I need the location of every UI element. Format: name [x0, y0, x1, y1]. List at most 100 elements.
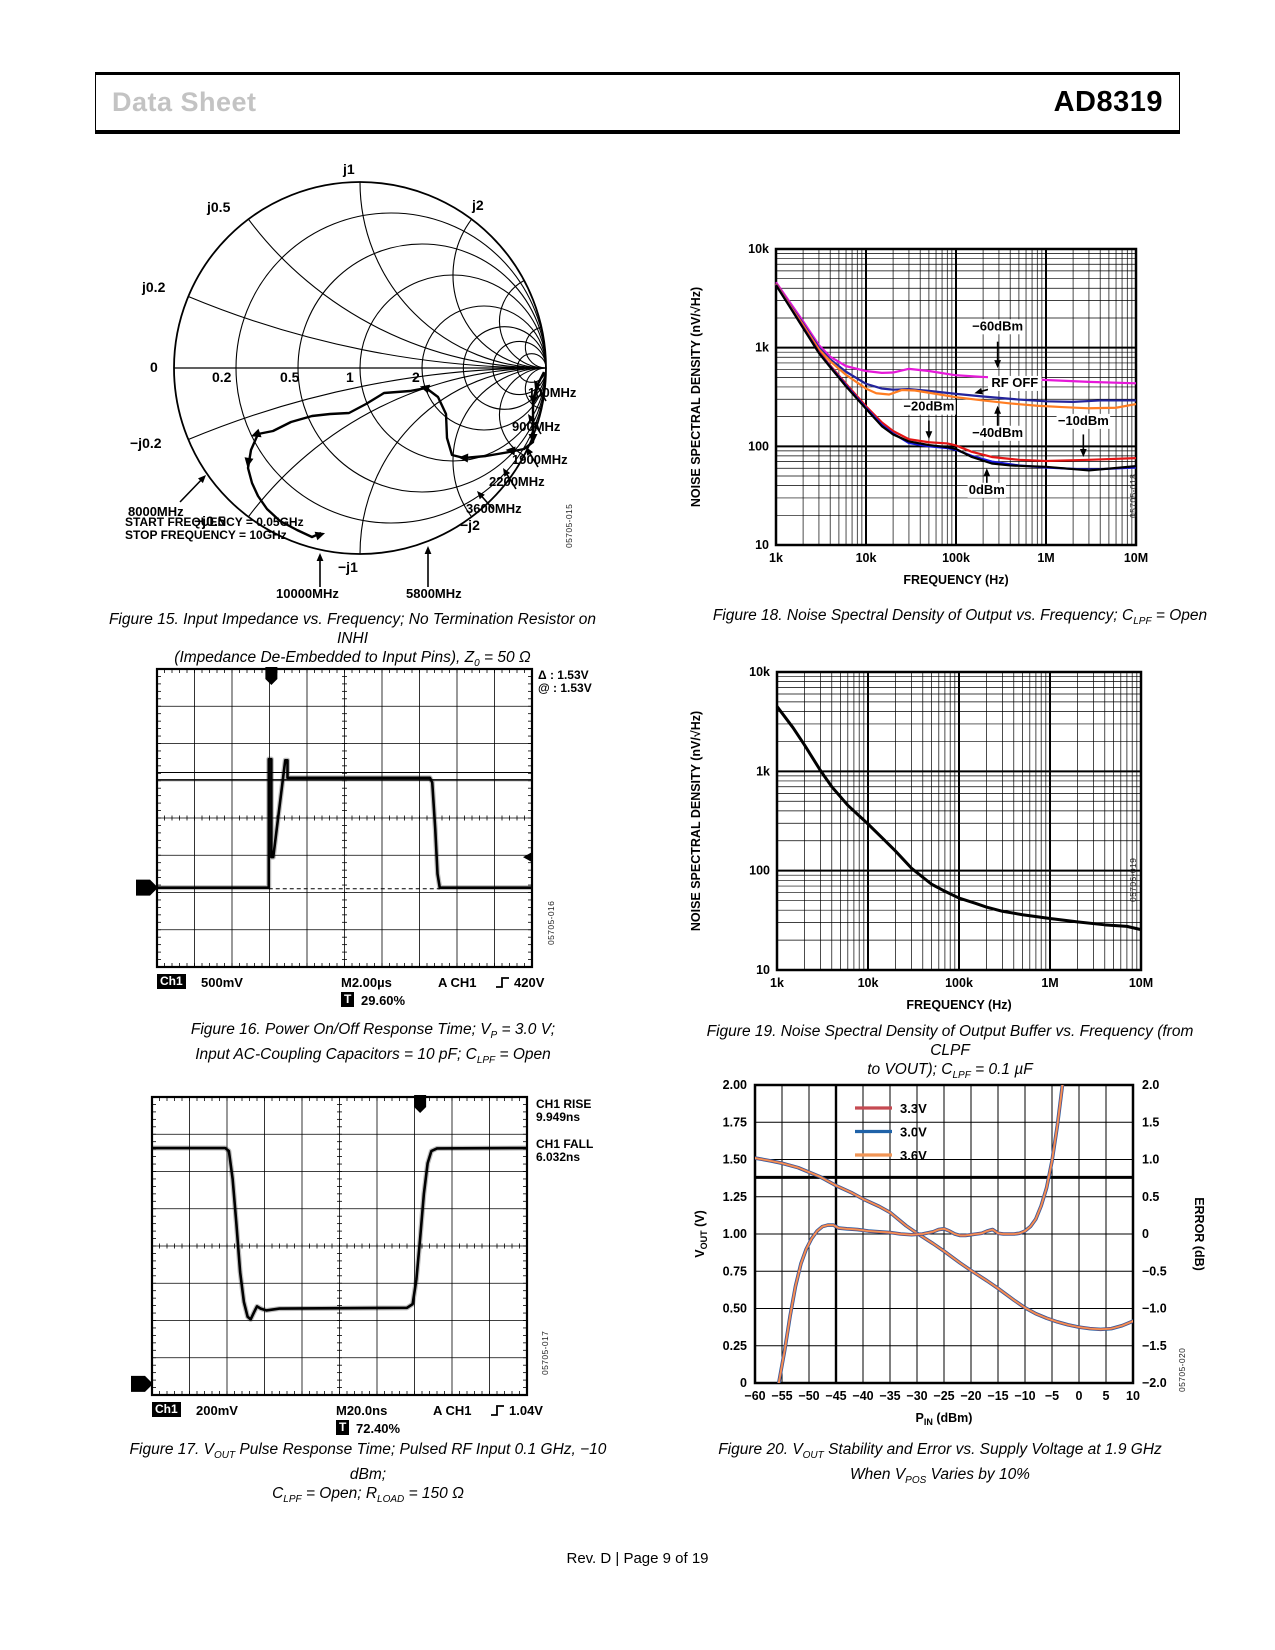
- svg-text:10k: 10k: [748, 242, 769, 256]
- stability20-svg: 3.3V3.0V3.6V2.001.751.501.251.000.750.50…: [693, 1078, 1206, 1427]
- svg-text:−j1: −j1: [338, 559, 358, 575]
- figure19-code: 05705-019: [1128, 857, 1138, 902]
- svg-text:10: 10: [1126, 1389, 1140, 1403]
- figure17-code: 05705-017: [540, 1330, 550, 1375]
- svg-text:0: 0: [1076, 1389, 1083, 1403]
- scope17-trigger-level: 1.04V: [509, 1403, 543, 1418]
- svg-text:−40: −40: [852, 1389, 873, 1403]
- svg-text:1k: 1k: [756, 764, 770, 778]
- svg-text:j1: j1: [342, 161, 355, 177]
- svg-text:−50: −50: [798, 1389, 819, 1403]
- scope16-svg: T1: [136, 666, 534, 969]
- scope17-fall-readout: CH1 FALL 6.032ns: [536, 1137, 594, 1164]
- svg-text:0: 0: [740, 1376, 747, 1390]
- svg-text:1: 1: [141, 881, 148, 895]
- doc-type-label: Data Sheet: [112, 87, 257, 117]
- figure20-stability-plot: 3.3V 3.0V 3.6V 2.00 1.75 1.50 1.25 1.00 0.75 0.50…: [660, 1060, 1220, 1427]
- scope16-ch1-badge: Ch1: [157, 974, 186, 989]
- svg-text:2: 2: [412, 369, 420, 385]
- svg-text:−1.5: −1.5: [1142, 1339, 1167, 1353]
- svg-text:3.3V: 3.3V: [900, 1101, 927, 1116]
- svg-text:−j2: −j2: [460, 517, 480, 533]
- scope16-trigger-badge: T: [341, 992, 355, 1007]
- svg-text:1.5: 1.5: [1142, 1115, 1159, 1129]
- svg-text:NOISE SPECTRAL DENSITY (nV/√Hz: NOISE SPECTRAL DENSITY (nV/√Hz): [689, 711, 703, 931]
- svg-text:100k: 100k: [945, 976, 973, 990]
- figure18-caption: Figure 18. Noise Spectral Density of Out…: [712, 607, 1208, 628]
- svg-text:10M: 10M: [1129, 976, 1153, 990]
- scope17-scale: 200mV: [196, 1403, 238, 1418]
- svg-text:100: 100: [749, 864, 770, 878]
- svg-text:0.5: 0.5: [1142, 1190, 1159, 1204]
- svg-text:8000MHz: 8000MHz: [128, 504, 184, 519]
- svg-text:−35: −35: [879, 1389, 900, 1403]
- svg-text:1.50: 1.50: [723, 1153, 747, 1167]
- figure15-code: 05705-015: [564, 503, 574, 548]
- scope16-trigger-level: 420V: [514, 975, 545, 990]
- svg-text:1: 1: [346, 369, 354, 385]
- svg-text:1M: 1M: [1041, 976, 1058, 990]
- svg-text:−j0.2: −j0.2: [130, 435, 162, 451]
- svg-text:0: 0: [150, 359, 158, 375]
- figure20-code: 05705-020: [1177, 1347, 1187, 1392]
- svg-text:FREQUENCY (Hz): FREQUENCY (Hz): [906, 998, 1011, 1012]
- rising-edge-icon: [491, 1405, 504, 1416]
- svg-text:−30: −30: [906, 1389, 927, 1403]
- svg-text:10: 10: [755, 538, 769, 552]
- svg-text:−10dBm: −10dBm: [1058, 413, 1109, 428]
- svg-text:2.00: 2.00: [723, 1078, 747, 1092]
- svg-text:NOISE SPECTRAL DENSITY (nV/√Hz: NOISE SPECTRAL DENSITY (nV/√Hz): [689, 287, 703, 507]
- svg-text:1900MHz: 1900MHz: [512, 452, 568, 467]
- figure19-caption: Figure 19. Noise Spectral Density of Out…: [706, 1023, 1194, 1082]
- svg-text:RF OFF: RF OFF: [991, 375, 1038, 390]
- scope16-trigger-percent: 29.60%: [361, 993, 406, 1008]
- svg-text:−60: −60: [744, 1389, 765, 1403]
- svg-text:T: T: [268, 666, 276, 680]
- svg-text:−55: −55: [771, 1389, 792, 1403]
- svg-text:10: 10: [756, 963, 770, 977]
- svg-text:−45: −45: [825, 1389, 846, 1403]
- svg-text:ERROR (dB): ERROR (dB): [1192, 1197, 1206, 1271]
- svg-text:j0.5: j0.5: [206, 199, 231, 215]
- figure17-caption: Figure 17. VOUT Pulse Response Time; Pul…: [129, 1441, 607, 1506]
- scope17-timebase: M20.0ns: [336, 1403, 388, 1418]
- svg-text:−25: −25: [933, 1389, 954, 1403]
- scope16-scale: 500mV: [201, 975, 243, 990]
- figure15-smith-chart: 0 0.2 0.5 1 2 j1 j0.5 j0.2 j2 −j0.2 −j0.5 −j1 −j2 100…: [100, 150, 605, 610]
- svg-text:3600MHz: 3600MHz: [466, 501, 522, 516]
- svg-text:1.75: 1.75: [723, 1115, 747, 1129]
- svg-text:FREQUENCY (Hz): FREQUENCY (Hz): [903, 573, 1008, 587]
- smith-chart-svg: 0 0.2 0.5 1 2 j1 j0.5 j0.2 j2 −j0.2 −j0.5 −j1 −j2 100…: [125, 161, 577, 601]
- svg-text:1.25: 1.25: [723, 1190, 747, 1204]
- scope16-timebase: M2.00µs: [341, 975, 392, 990]
- svg-text:−15: −15: [987, 1389, 1008, 1403]
- svg-text:10k: 10k: [858, 976, 879, 990]
- scope17-svg: T1: [131, 1094, 529, 1397]
- svg-text:1.00: 1.00: [723, 1227, 747, 1241]
- svg-text:−20: −20: [960, 1389, 981, 1403]
- svg-text:START FREQUENCY = 0.05GHz: START FREQUENCY = 0.05GHz: [125, 515, 304, 529]
- svg-text:−j0.5: −j0.5: [194, 513, 226, 529]
- svg-text:5: 5: [1103, 1389, 1110, 1403]
- svg-text:−5: −5: [1045, 1389, 1059, 1403]
- svg-text:−10: −10: [1014, 1389, 1035, 1403]
- svg-text:2.0: 2.0: [1142, 1078, 1159, 1092]
- svg-text:0.50: 0.50: [723, 1302, 747, 1316]
- part-number: AD8319: [1053, 86, 1163, 118]
- svg-text:−1.0: −1.0: [1142, 1302, 1167, 1316]
- svg-text:10M: 10M: [1124, 551, 1148, 565]
- svg-text:PIN​ (dBm): PIN​ (dBm): [916, 1411, 973, 1427]
- scope16-trigger-source: A CH1: [438, 975, 477, 990]
- figure18-noise-plot: −60dBm RF OFF −20dBm −40dBm −10dBm 0dBm 10k 1k 1…: [660, 225, 1180, 587]
- header: Data Sheet AD8319: [95, 72, 1180, 134]
- svg-text:T: T: [416, 1094, 424, 1108]
- svg-text:j2: j2: [471, 197, 484, 213]
- scope16-cursor-readout: Δ : 1.53V @ : 1.53V: [538, 668, 592, 695]
- svg-text:−40dBm: −40dBm: [972, 425, 1023, 440]
- svg-text:10k: 10k: [856, 551, 877, 565]
- svg-text:−2.0: −2.0: [1142, 1376, 1167, 1390]
